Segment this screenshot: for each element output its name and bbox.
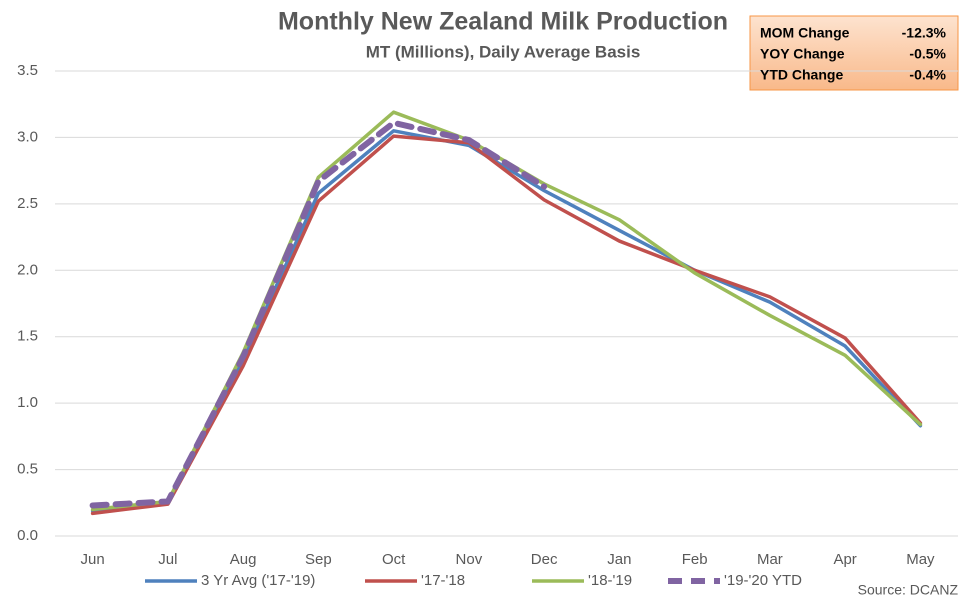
y-tick-label: 3.5 <box>17 62 38 79</box>
change-value: -0.5% <box>909 46 946 62</box>
series-line <box>90 134 923 516</box>
y-tick-label: 0.5 <box>17 461 38 478</box>
change-box <box>749 15 959 91</box>
chart-subtitle: MT (Millions), Daily Average Basis <box>366 42 641 61</box>
legend-label: '18-'19 <box>588 572 632 589</box>
x-tick-label: Jan <box>607 551 631 568</box>
x-tick-label: May <box>906 551 935 568</box>
change-label: YTD Change <box>760 67 843 83</box>
legend-label: 3 Yr Avg ('17-'19) <box>201 572 315 589</box>
source: Source: DCANZ <box>858 582 959 598</box>
x-tick-label: Aug <box>230 551 257 568</box>
change-label: MOM Change <box>760 25 850 41</box>
series-line <box>90 129 923 513</box>
x-tick-label: Feb <box>682 551 708 568</box>
y-tick-label: 1.0 <box>17 394 38 411</box>
legend-label: '19-'20 YTD <box>724 572 802 589</box>
chart-title: Monthly New Zealand Milk Production <box>278 8 728 36</box>
series-line <box>89 119 548 509</box>
y-tick-label: 2.0 <box>17 261 38 278</box>
change-value: -0.4% <box>909 67 946 83</box>
x-tick-label: Sep <box>305 551 332 568</box>
x-tick-label: Jun <box>81 551 105 568</box>
x-tick-label: Oct <box>382 551 406 568</box>
change-value: -12.3% <box>902 25 947 41</box>
y-tick-label: 1.5 <box>17 328 38 345</box>
change-label: YOY Change <box>760 46 845 62</box>
x-tick-label: Dec <box>531 551 558 568</box>
legend-label: '17-'18 <box>421 572 465 589</box>
x-tick-label: Apr <box>833 551 856 568</box>
x-tick-label: Nov <box>456 551 483 568</box>
y-tick-label: 0.0 <box>17 527 38 544</box>
x-tick-label: Jul <box>158 551 177 568</box>
y-tick-label: 3.0 <box>17 128 38 145</box>
y-tick-label: 2.5 <box>17 195 38 212</box>
x-tick-label: Mar <box>757 551 783 568</box>
